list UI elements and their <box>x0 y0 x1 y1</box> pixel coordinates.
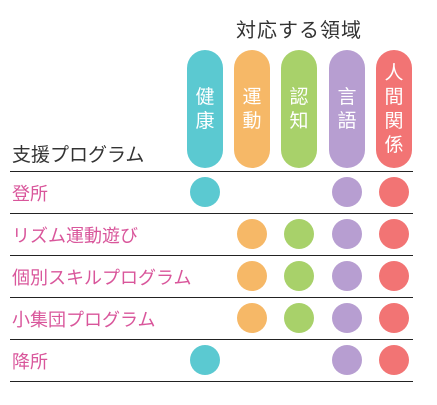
area-dot-undo <box>237 219 267 249</box>
area-pill-kenko: 健康 <box>187 50 223 168</box>
area-pill-undo: 運動 <box>234 50 270 168</box>
program-label: リズム運動遊び <box>12 226 138 247</box>
area-dot-ninchi <box>284 219 314 249</box>
area-dot-gengo <box>332 219 362 249</box>
row-divider <box>10 339 413 340</box>
row-divider <box>10 213 413 214</box>
area-dot-ningen <box>379 177 409 207</box>
area-dot-ninchi <box>284 303 314 333</box>
area-pill-ningen: 人間関係 <box>376 50 412 168</box>
area-pill-char: 関 <box>384 110 404 132</box>
row-divider <box>10 381 413 382</box>
area-dot-kenko <box>190 177 220 207</box>
area-dot-kenko <box>190 345 220 375</box>
area-pill-gengo: 言語 <box>329 50 365 168</box>
area-dot-ningen <box>379 219 409 249</box>
area-dot-ningen <box>379 303 409 333</box>
area-pill-char: 健 <box>195 86 215 108</box>
area-pill-char: 係 <box>384 134 404 156</box>
area-dot-undo <box>237 303 267 333</box>
area-dot-gengo <box>332 303 362 333</box>
area-pill-char: 康 <box>195 110 215 132</box>
row-divider <box>10 255 413 256</box>
program-label: 小集団プログラム <box>12 310 156 331</box>
area-dot-ningen <box>379 261 409 291</box>
program-label: 降所 <box>12 352 48 373</box>
program-label: 個別スキルプログラム <box>12 268 192 289</box>
area-dot-gengo <box>332 345 362 375</box>
area-dot-ningen <box>379 345 409 375</box>
area-dot-ninchi <box>284 261 314 291</box>
program-label: 登所 <box>12 184 48 205</box>
area-dot-undo <box>237 261 267 291</box>
programs-section-label: 支援プログラム <box>12 144 145 166</box>
area-pill-char: 人 <box>384 62 404 84</box>
area-pill-char: 言 <box>337 86 357 108</box>
area-dot-gengo <box>332 261 362 291</box>
row-divider <box>10 297 413 298</box>
area-dot-gengo <box>332 177 362 207</box>
area-pill-char: 動 <box>242 110 262 132</box>
area-pill-ninchi: 認知 <box>281 50 317 168</box>
area-pill-char: 運 <box>242 86 262 108</box>
areas-header-title: 対応する領域 <box>236 18 362 42</box>
area-pill-char: 間 <box>384 86 404 108</box>
area-pill-char: 語 <box>337 110 357 132</box>
row-divider <box>10 171 413 172</box>
area-pill-char: 認 <box>289 86 309 108</box>
area-pill-char: 知 <box>289 110 309 132</box>
